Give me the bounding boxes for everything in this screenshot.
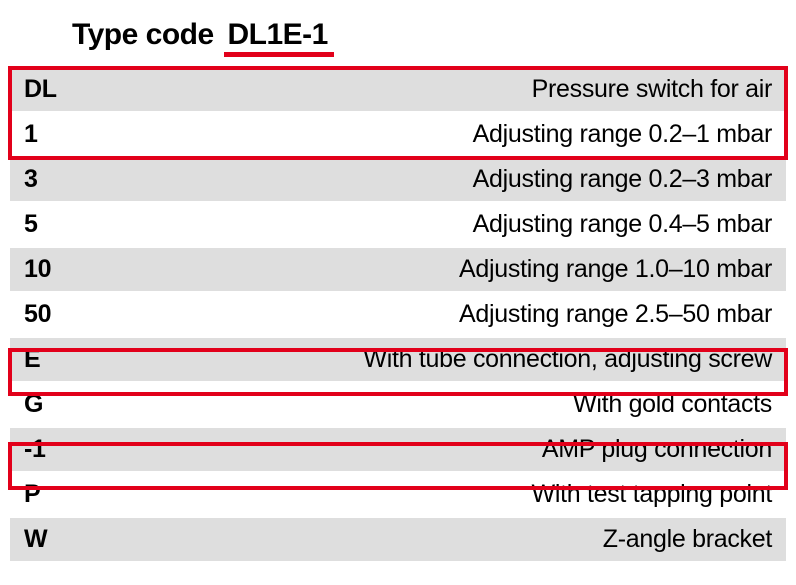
type-code-heading: Type code DL1E-1 xyxy=(72,18,328,52)
table-row: 3 Adjusting range 0.2–3 mbar xyxy=(10,158,786,203)
row-key: 10 xyxy=(24,255,51,284)
row-val: With tube connection, adjusting screw xyxy=(363,345,772,374)
table-row: G With gold contacts xyxy=(10,383,786,428)
type-code-table: DL Pressure switch for air 1 Adjusting r… xyxy=(10,68,786,563)
row-val: AMP plug connection xyxy=(542,435,772,464)
table-row: 1 Adjusting range 0.2–1 mbar xyxy=(10,113,786,158)
row-key: W xyxy=(24,525,47,554)
row-key: -1 xyxy=(24,435,46,464)
row-key: 50 xyxy=(24,300,51,329)
heading-label: Type code xyxy=(72,18,214,51)
table-row: 10 Adjusting range 1.0–10 mbar xyxy=(10,248,786,293)
row-key: G xyxy=(24,390,43,419)
table-row: DL Pressure switch for air xyxy=(10,68,786,113)
row-key: 5 xyxy=(24,210,38,239)
row-val: Adjusting range 0.2–1 mbar xyxy=(473,120,772,149)
row-key: E xyxy=(24,345,40,374)
row-val: Adjusting range 2.5–50 mbar xyxy=(459,300,772,329)
table-row: 50 Adjusting range 2.5–50 mbar xyxy=(10,293,786,338)
row-key: P xyxy=(24,480,40,509)
row-val: With gold contacts xyxy=(573,390,772,419)
table-row: W Z-angle bracket xyxy=(10,518,786,563)
row-val: Adjusting range 0.2–3 mbar xyxy=(473,165,772,194)
row-val: Z-angle bracket xyxy=(603,525,772,554)
row-val: Adjusting range 0.4–5 mbar xyxy=(473,210,772,239)
heading-code: DL1E-1 xyxy=(228,18,328,51)
row-val: Adjusting range 1.0–10 mbar xyxy=(459,255,772,284)
table-row: E With tube connection, adjusting screw xyxy=(10,338,786,383)
row-key: 3 xyxy=(24,165,38,194)
row-key: 1 xyxy=(24,120,38,149)
table-row: 5 Adjusting range 0.4–5 mbar xyxy=(10,203,786,248)
table-row: P With test tapping point xyxy=(10,473,786,518)
row-val: With test tapping point xyxy=(532,480,772,509)
row-val: Pressure switch for air xyxy=(532,75,772,104)
table-row: -1 AMP plug connection xyxy=(10,428,786,473)
row-key: DL xyxy=(24,75,57,104)
